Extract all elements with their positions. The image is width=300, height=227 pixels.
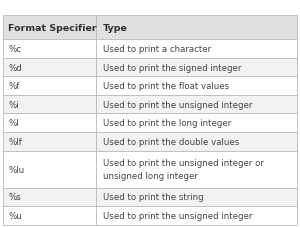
Text: %l: %l bbox=[8, 119, 19, 128]
Bar bbox=[3, 16, 96, 40]
Text: %lu: %lu bbox=[8, 165, 24, 174]
Bar bbox=[3, 132, 96, 151]
Text: %i: %i bbox=[8, 100, 19, 109]
Text: %u: %u bbox=[8, 211, 22, 220]
Text: Used to print the unsigned integer or
unsigned long integer: Used to print the unsigned integer or un… bbox=[103, 159, 264, 180]
Bar bbox=[3, 151, 96, 188]
Bar bbox=[96, 114, 297, 132]
Bar bbox=[96, 77, 297, 96]
Bar bbox=[96, 151, 297, 188]
Text: %d: %d bbox=[8, 63, 22, 72]
Bar bbox=[3, 96, 96, 114]
Text: Used to print the double values: Used to print the double values bbox=[103, 137, 239, 146]
Text: %lf: %lf bbox=[8, 137, 22, 146]
Text: Used to print a character: Used to print a character bbox=[103, 45, 211, 54]
Bar bbox=[96, 132, 297, 151]
Text: Used to print the string: Used to print the string bbox=[103, 192, 204, 202]
Bar bbox=[96, 59, 297, 77]
Bar bbox=[3, 40, 96, 59]
Bar bbox=[96, 16, 297, 40]
Text: Format Specifier: Format Specifier bbox=[8, 24, 97, 32]
Bar bbox=[3, 188, 96, 206]
Bar bbox=[3, 114, 96, 132]
Text: %f: %f bbox=[8, 82, 20, 91]
Bar bbox=[96, 188, 297, 206]
Bar bbox=[96, 206, 297, 225]
Bar bbox=[96, 40, 297, 59]
Text: %s: %s bbox=[8, 192, 21, 202]
Text: Type: Type bbox=[103, 24, 128, 32]
Text: Used to print the long integer: Used to print the long integer bbox=[103, 119, 231, 128]
Text: Used to print the unsigned integer: Used to print the unsigned integer bbox=[103, 100, 252, 109]
Text: Used to print the signed integer: Used to print the signed integer bbox=[103, 63, 241, 72]
Text: %c: %c bbox=[8, 45, 21, 54]
Bar bbox=[3, 77, 96, 96]
Bar bbox=[3, 206, 96, 225]
Bar bbox=[96, 96, 297, 114]
Text: Used to print the unsigned integer: Used to print the unsigned integer bbox=[103, 211, 252, 220]
Text: Used to print the float values: Used to print the float values bbox=[103, 82, 229, 91]
Bar bbox=[3, 59, 96, 77]
